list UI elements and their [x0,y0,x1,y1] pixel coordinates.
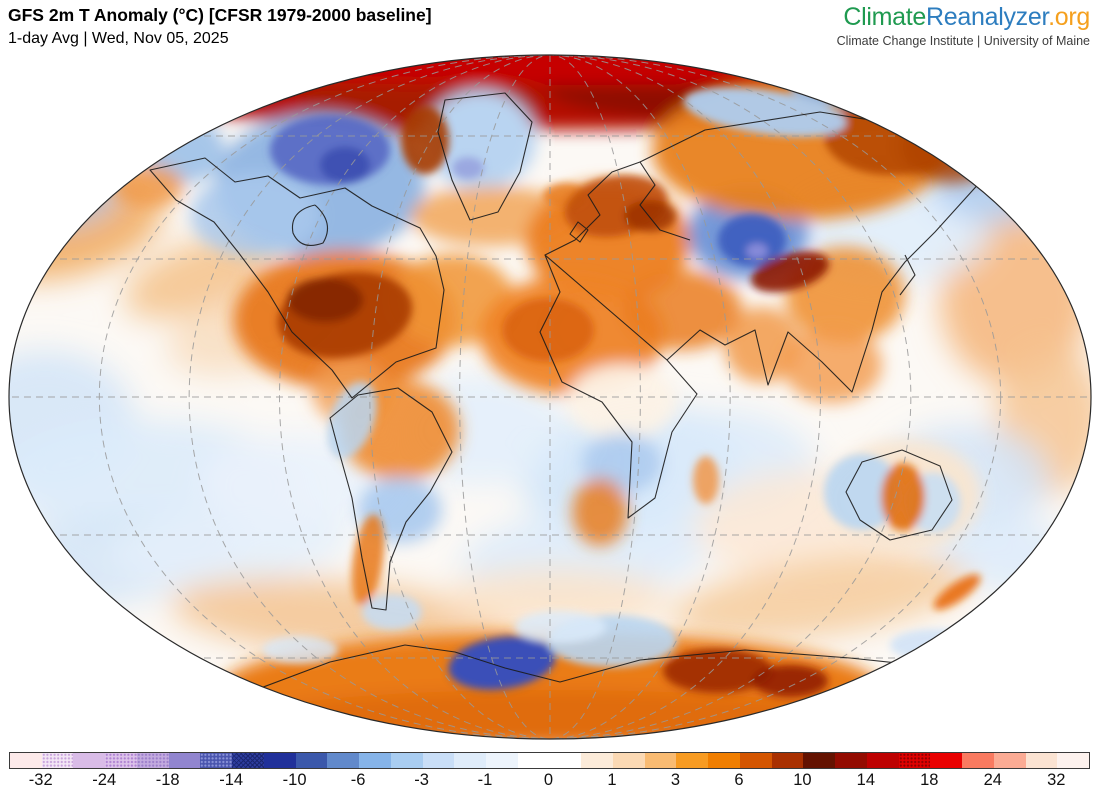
detail-anomalies-layer [262,76,981,697]
coastline-japan [899,254,916,296]
colorbar-segment-23 [739,753,772,768]
colorbar-segment-27 [866,753,899,768]
coastline-hudson-bay [291,204,329,246]
colorbar-segment-26 [835,753,867,768]
page-subtitle: 1-day Avg | Wed, Nov 05, 2025 [8,29,229,47]
colorbar-segment-31 [993,753,1026,768]
projection-outline [8,54,1092,740]
coastline-europe [544,161,691,256]
colorbar-segment-14 [454,753,487,768]
colorbar-tick-label--6: -6 [350,771,366,789]
colorbar-segment-29 [930,753,963,768]
colorbar-tick-label-0: 0 [543,771,554,789]
colorbar-tick-label-6: 6 [734,771,744,789]
colorbar-tick-label-14: 14 [856,771,876,789]
logo-part-climate: Climate [843,3,927,31]
colorbar-segment-8 [263,753,296,768]
header-titles: GFS 2m T Anomaly (°C) [CFSR 1979-2000 ba… [8,4,432,50]
coastline-north-america [149,157,445,399]
logo-part-org: .org [1048,3,1090,31]
coastline-asia-south-coast [666,179,983,393]
colorbar-tick-label-18: 18 [920,771,939,789]
logo-link[interactable]: ClimateReanalyzer.org [837,3,1090,32]
colorbar-tick-label--14: -14 [219,771,244,789]
colorbar-tick-label-3: 3 [670,771,681,789]
colorbar-segment-5 [168,753,201,768]
colorbar-tick-label--3: -3 [414,771,429,789]
colorbar-segment-18 [581,753,613,768]
colorbar-segment-10 [327,753,360,768]
colorbar-segment-32 [1025,753,1058,768]
colorbar-segment-16 [517,753,550,768]
institute-tagline: Climate Change Institute | University of… [836,33,1090,48]
coastline-british-isles [569,221,589,243]
colorbar-segment-15 [486,753,518,768]
page-title: GFS 2m T Anomaly (°C) [CFSR 1979-2000 ba… [8,5,432,25]
colorbar-tick-label--18: -18 [155,771,180,789]
colorbar-segment-24 [771,753,804,768]
coastline-australia [845,449,953,541]
coastline-greenland [437,92,533,221]
colorbar-labels: -32 -24 -18 -14 -10 -6 -3 -1 0 1 3 6 10 14 18 24 32 [9,771,1088,791]
colorbar-tick-label-32: 32 [1047,771,1066,789]
colorbar-tick-label--32: -32 [28,771,53,789]
colorbar-segment-7 [232,753,264,768]
colorbar-segment-13 [422,753,455,768]
colorbar-segment-22 [708,753,740,768]
colorbar-tick-label-10: 10 [793,771,812,789]
brand-block: ClimateReanalyzer.org Climate Change Ins… [836,3,1091,48]
colorbar-tick-label--1: -1 [477,771,493,789]
colorbar-segment-1 [41,753,74,768]
coastline-south-america [329,387,453,611]
colorbar-segment-33 [1057,753,1089,768]
colorbar-segment-20 [644,753,677,768]
colorbar-segment-19 [612,753,645,768]
colorbar-segment-28 [898,753,931,768]
colorbar-segment-12 [390,753,423,768]
colorbar-segment-3 [105,753,137,768]
colorbar-segment-17 [549,753,582,768]
colorbar-segment-25 [803,753,836,768]
coastlines-layer [149,92,983,693]
colorbar-tick-label--10: -10 [282,771,307,789]
colorbar-segment-0 [10,753,42,768]
coastline-africa [539,254,698,519]
colorbar-segment-21 [676,753,709,768]
coastline-antarctica-coast [249,644,946,693]
colorbar-segment-30 [962,753,994,768]
colorbar-tick-label--24: -24 [92,771,117,789]
colorbar-segment-11 [359,753,391,768]
colorbar [9,752,1090,769]
logo-part-reanalyzer: Reanalyzer [926,3,1049,31]
colorbar-segment-9 [295,753,328,768]
colorbar-segment-4 [136,753,169,768]
colorbar-segment-2 [73,753,106,768]
colorbar-tick-label-24: 24 [983,771,1002,789]
colorbar-segment-6 [200,753,233,768]
colorbar-tick-label-1: 1 [607,771,617,789]
